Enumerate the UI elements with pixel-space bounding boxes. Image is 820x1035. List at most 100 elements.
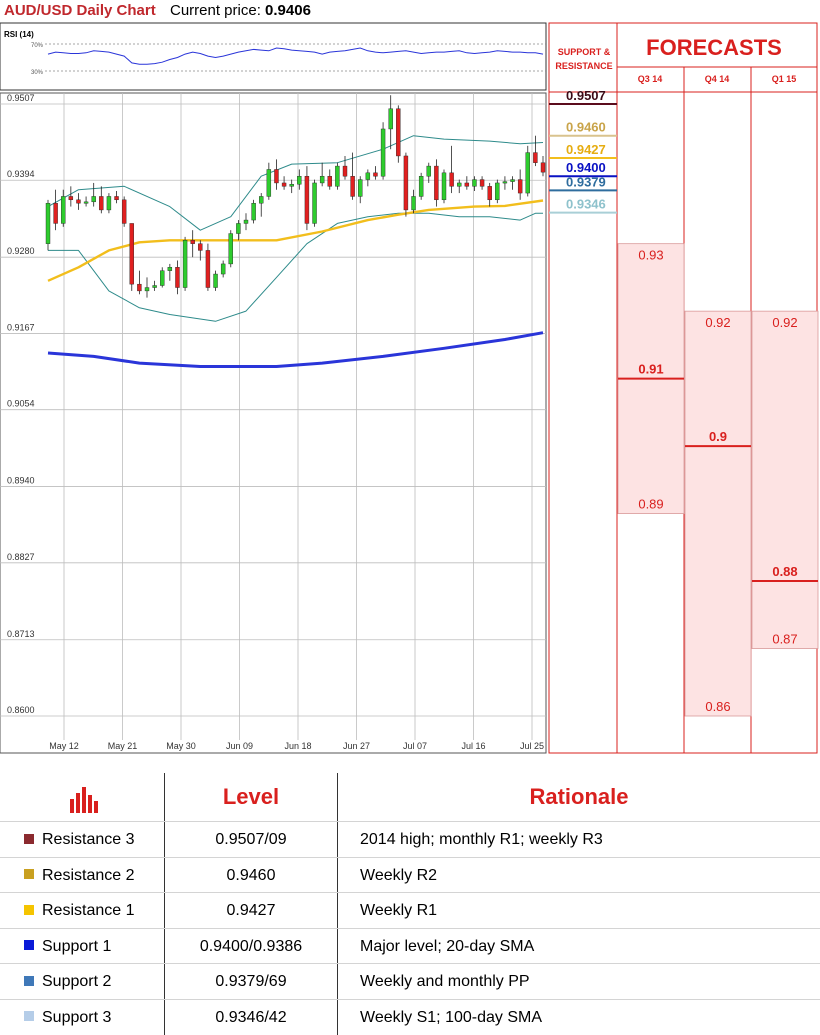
current-price-label: Current price:	[170, 2, 261, 19]
candle-body	[312, 182, 317, 224]
candle	[175, 260, 180, 295]
candle-body	[274, 169, 279, 184]
candle-body	[441, 172, 447, 201]
y-tick-label: 0.8713	[7, 629, 35, 639]
sr-level-label: 0.9507	[566, 88, 606, 103]
forecast-mid-label: 0.9	[709, 429, 727, 444]
sr-title: SUPPORT &	[558, 47, 611, 57]
candle	[160, 267, 165, 288]
candle	[106, 193, 112, 214]
forecast-range	[684, 310, 752, 717]
table-row: Resistance 2 0.9460 Weekly R2	[0, 856, 820, 893]
forecast-panel: FORECASTS SUPPORT & RESISTANCE Q3 14 Q4 14 Q1…	[548, 22, 819, 754]
candle	[205, 243, 211, 291]
row-rationale: Weekly R1	[360, 902, 438, 919]
sr-level-label: 0.9460	[566, 120, 606, 135]
row-rationale: 2014 high; monthly R1; weekly R3	[360, 831, 603, 848]
candle	[182, 236, 188, 291]
candle	[403, 152, 409, 217]
x-tick-label: Jul 07	[403, 741, 427, 751]
candle	[411, 189, 416, 214]
forecast-col-label: Q1 15	[772, 74, 797, 84]
candle-body	[152, 285, 157, 288]
candle-body	[297, 175, 302, 185]
candle-body	[327, 175, 332, 187]
candle	[289, 179, 294, 194]
candle	[251, 199, 256, 224]
candle-body	[342, 165, 348, 177]
row-name-cell: Resistance 1	[0, 893, 164, 928]
sr-level-label: 0.9346	[566, 197, 606, 212]
candle-body	[525, 152, 530, 194]
candle	[388, 95, 393, 150]
row-level: 0.9427	[226, 902, 276, 919]
row-name: Support 2	[42, 973, 112, 990]
candle-body	[479, 179, 485, 187]
candle-body	[182, 240, 188, 288]
candle-body	[388, 108, 393, 130]
candle-body	[380, 128, 386, 177]
row-name: Support 3	[42, 1008, 112, 1026]
row-level: 0.9379/69	[215, 973, 287, 990]
x-tick-label: Jun 09	[226, 741, 253, 751]
candle	[45, 199, 51, 251]
row-name-cell: Support 2	[0, 964, 164, 999]
candle	[259, 193, 264, 217]
indicator-line	[47, 331, 544, 368]
table-separator	[337, 773, 338, 1035]
candle-body	[403, 155, 409, 211]
forecast-range	[751, 310, 819, 649]
y-tick-label: 0.9507	[7, 93, 35, 103]
candle	[312, 179, 317, 227]
levels-table: Level Rationale Resistance 3 0.9507/09 201…	[0, 773, 820, 1035]
y-tick-label: 0.8827	[7, 552, 35, 562]
candle	[350, 152, 355, 200]
y-tick-label: 0.8940	[7, 476, 35, 486]
candle-body	[365, 172, 371, 180]
candle	[472, 176, 477, 192]
candle	[327, 169, 332, 190]
candle-body	[251, 202, 256, 221]
x-tick-label: Jul 16	[461, 741, 485, 751]
row-name: Resistance 1	[42, 902, 135, 919]
candle-body	[106, 196, 112, 211]
row-name: Resistance 3	[42, 831, 135, 848]
forecast-col-label: Q3 14	[638, 74, 663, 84]
candle-body	[533, 152, 538, 163]
candle	[487, 182, 492, 207]
row-color-swatch	[24, 833, 34, 844]
chart-title: AUD/USD Daily Chart	[4, 2, 156, 19]
candle-body	[205, 250, 211, 288]
x-tick-label: Jul 25	[520, 741, 544, 751]
sr-level-label: 0.9379	[566, 174, 606, 189]
forecast-high-label: 0.92	[772, 315, 797, 330]
candle-body	[68, 196, 74, 201]
candle-body	[304, 175, 310, 224]
candle	[495, 179, 500, 204]
candle	[373, 166, 378, 180]
candle-body	[319, 175, 325, 184]
row-level: 0.9400/0.9386	[199, 937, 303, 955]
rsi-lower-label: 30%	[31, 70, 44, 76]
candle	[121, 196, 127, 227]
candle	[137, 270, 142, 295]
candles	[45, 95, 546, 298]
candle-body	[228, 233, 233, 265]
forecast-mid-label: 0.88	[772, 564, 797, 579]
candle	[457, 179, 462, 194]
sr-level-label: 0.9427	[566, 142, 606, 157]
candle	[281, 176, 287, 190]
candle-body	[487, 186, 492, 201]
rsi-panel: RSI (14) 70% 30%	[0, 22, 547, 91]
candle	[342, 155, 348, 180]
rsi-frame	[0, 22, 547, 91]
x-tick-label: May 12	[49, 741, 79, 751]
indicator-line	[48, 212, 543, 322]
y-tick-label: 0.9394	[7, 169, 35, 179]
forecast-low-label: 0.89	[638, 497, 663, 512]
candle-body	[418, 175, 424, 197]
candle-body	[114, 196, 119, 201]
candle-body	[61, 196, 66, 224]
candle	[426, 162, 431, 183]
table-row: Resistance 1 0.9427 Weekly R1	[0, 892, 820, 928]
